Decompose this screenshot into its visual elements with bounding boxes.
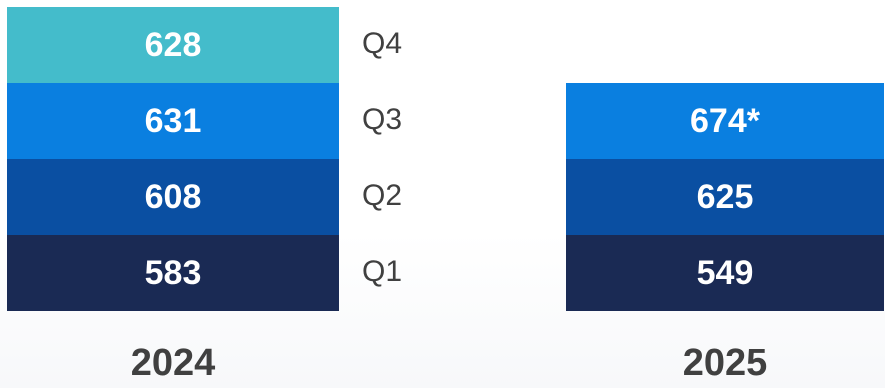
- bar-segment-2024-q4: 628: [7, 7, 339, 83]
- category-label-2024: 2024: [130, 342, 216, 384]
- data-label-2025-q2: 625: [696, 177, 754, 216]
- data-label-2024-q1: 583: [144, 253, 202, 292]
- bar-segment-2024-q2: 608: [7, 159, 339, 235]
- bar-segment-2024-q1: 583: [7, 235, 339, 311]
- bar-segment-2025-q3: 674*: [566, 83, 884, 159]
- bar-segment-2025-q2: 625: [566, 159, 884, 235]
- bar-segment-2024-q3: 631: [7, 83, 339, 159]
- legend-label-q4: Q4: [362, 27, 403, 60]
- data-label-2025-q3: 674*: [690, 101, 760, 140]
- data-label-2025-q1: 549: [696, 253, 754, 292]
- data-label-2024-q2: 608: [144, 177, 202, 216]
- legend-label-q1: Q1: [362, 255, 403, 288]
- data-label-2024-q3: 631: [144, 101, 202, 140]
- legend-label-q2: Q2: [362, 179, 403, 212]
- bar-segment-2025-q1: 549: [566, 235, 884, 311]
- data-label-2024-q4: 628: [144, 25, 202, 64]
- legend-label-q3: Q3: [362, 103, 403, 136]
- category-label-2025: 2025: [682, 342, 768, 384]
